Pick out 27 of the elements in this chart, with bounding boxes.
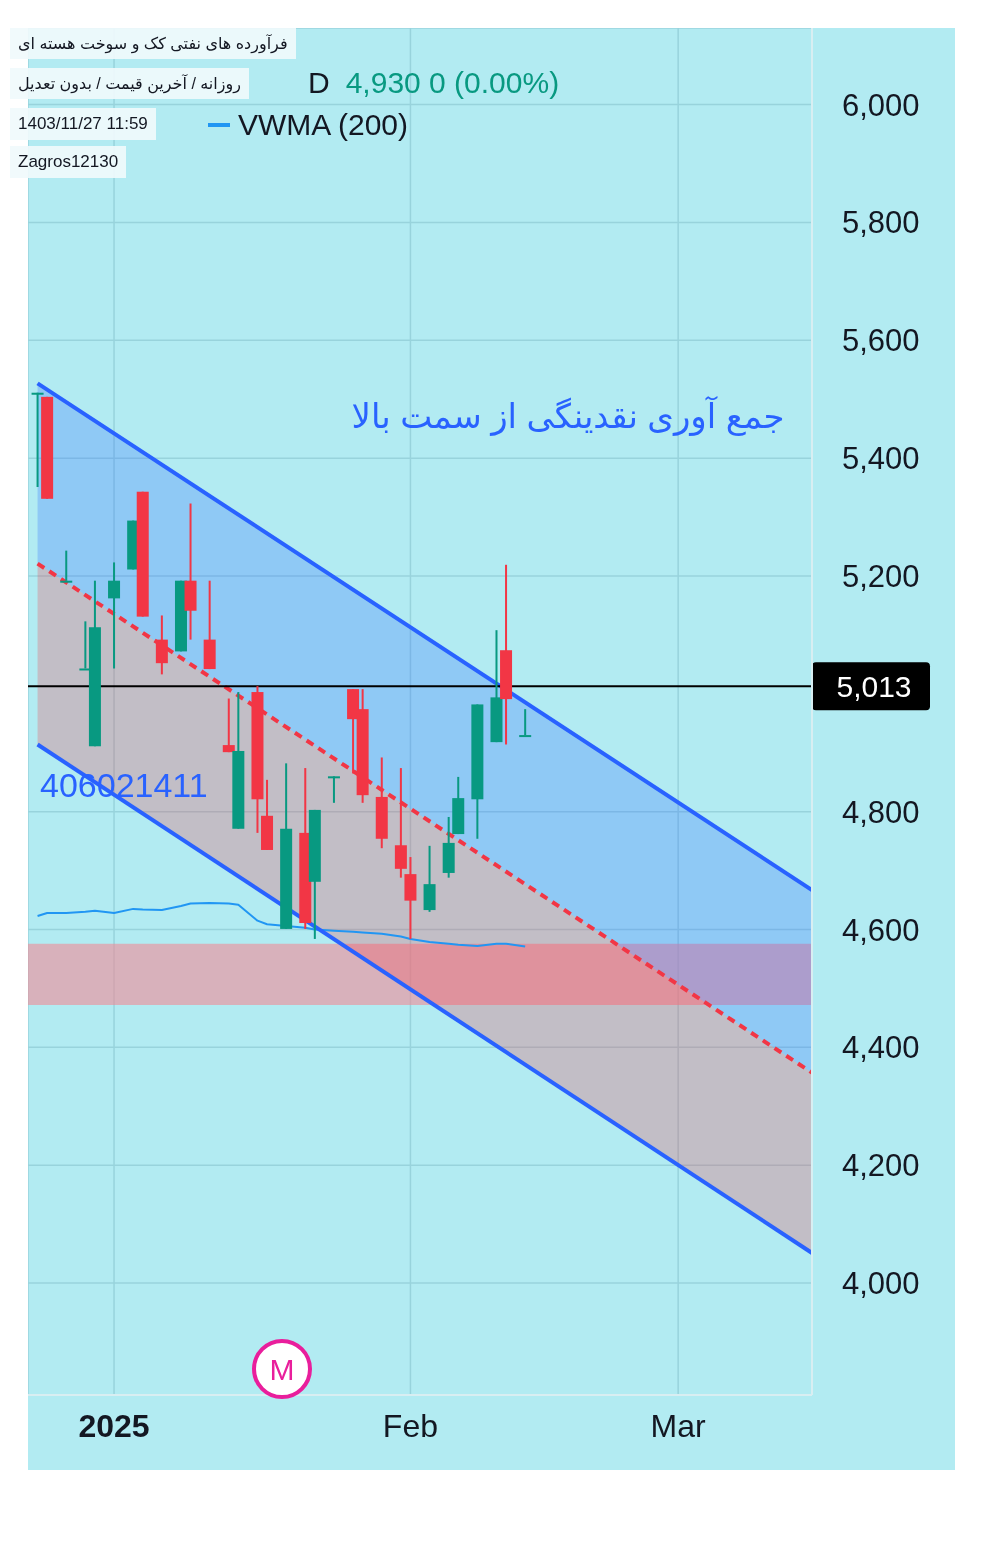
candlestick (60, 550, 73, 583)
annotation: 1403/11/27 11:59 (10, 108, 156, 140)
chart-title: فرآورده های نفتی کک و سوخت هسته ای (10, 28, 296, 59)
y-tick-label: 4,200 (842, 1148, 920, 1184)
y-tick-label: 4,000 (842, 1266, 920, 1302)
annotation: M (269, 1353, 295, 1386)
y-tick-label: 4,400 (842, 1030, 920, 1066)
annotation: 4,930 0 (0.00%) (345, 66, 560, 99)
y-tick-label: 5,800 (842, 205, 920, 241)
annotation: Zagros12130 (10, 146, 127, 178)
x-tick-label: Mar (650, 1408, 707, 1444)
y-tick-label: 5,200 (842, 558, 920, 594)
annotation: جمع آوری نقدینگی از سمت بالا (350, 396, 786, 436)
annotation: D (308, 66, 330, 99)
y-tick-label: 6,000 (842, 87, 920, 123)
x-tick-label: Feb (382, 1408, 439, 1444)
text: روزانه / آخرین قیمت / بدون تعدیل (10, 68, 249, 99)
candlestick (327, 776, 340, 803)
y-tick-label: 5,400 (842, 441, 920, 477)
y-tick-label: 4,600 (842, 912, 920, 948)
y-tick-label: 5,600 (842, 323, 920, 359)
legend-label: VWMA (200) (237, 108, 409, 142)
y-tick-label: 4,800 (842, 794, 920, 830)
ref-line-label: 5,013 (836, 670, 912, 704)
candlestick (31, 392, 44, 488)
line-series (36, 902, 527, 948)
x-tick-label: 2025 (78, 1408, 150, 1444)
